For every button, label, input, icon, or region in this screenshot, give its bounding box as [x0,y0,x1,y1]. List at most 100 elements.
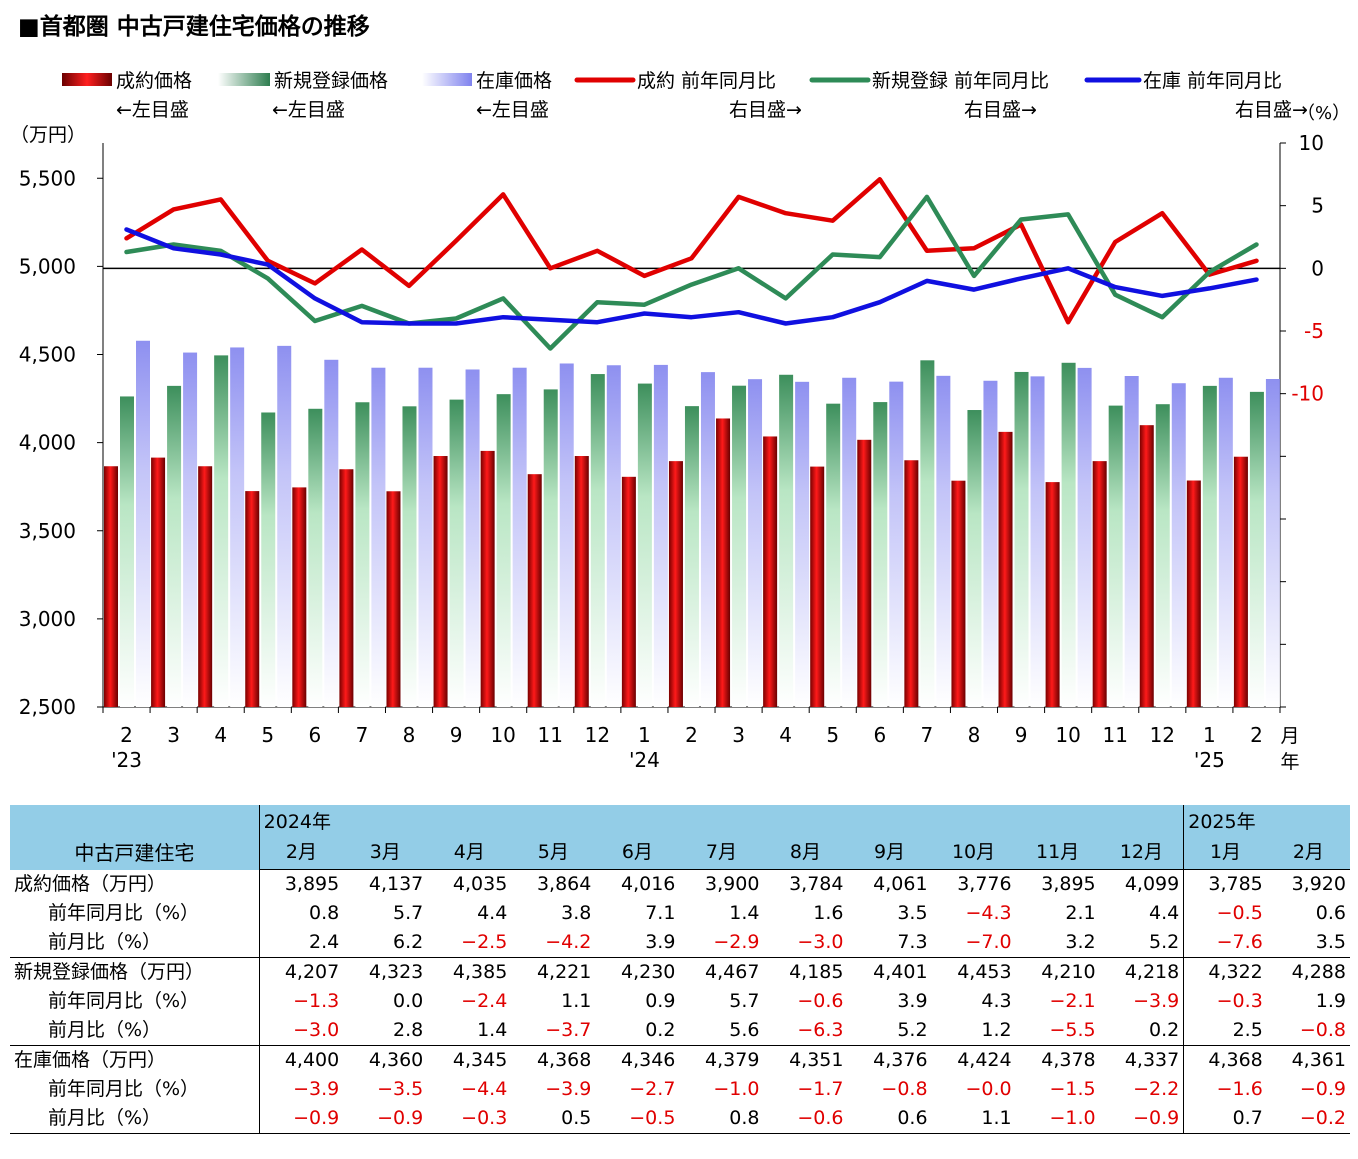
table-row: 前年同月比（%） 0.8 5.7 4.4 3.8 7.1 1.4 1.6 3.5 −4.3 2.1 4… [10,899,1350,928]
table-cell: 4,346 [595,1045,680,1075]
table-row: 前年同月比（%） −3.9 −3.5 −4.4 −3.9 −2.7 −1.0 −1.7 −0.8… [10,1075,1350,1104]
bar-seiyaku [668,461,683,707]
table-cell: 6.2 [393,931,424,953]
table-cell: 4.3 [981,990,1012,1012]
table-cell: 7.1 [645,902,676,924]
x-month-label: 12 [585,723,610,747]
bar-zaiko [136,340,150,707]
bar-shinki [120,396,134,707]
table-cell: −0.5 [595,1104,680,1134]
y-right-tick-label: -10 [1291,382,1324,406]
month-header: 6月 [595,839,680,870]
table-cell: 1.6 [813,902,844,924]
table-cell: −7.0 [965,931,1012,953]
bar-shinki [449,399,464,707]
line-series [124,177,1259,351]
table-cell: 4,207 [259,957,344,987]
month-header: 1月 [1183,839,1267,870]
x-month-label: 11 [1102,723,1127,747]
table-cell: 5.6 [729,1019,760,1041]
y-right-tick-label: -5 [1304,319,1324,343]
table-cell: 4,288 [1266,957,1350,987]
month-header: 12月 [1099,839,1184,870]
table-row: 前月比（%） 2.4 6.2 −2.5 −4.2 3.9 −2.9 −3.0 7.3 −7.0 3.… [10,928,1350,958]
legend-swatch [422,73,472,86]
x-month-label: 7 [921,723,934,747]
table-row: 前月比（%） −3.0 2.8 1.4 −3.7 0.2 5.6 −6.3 5.2 1.2 −5.5… [10,1016,1350,1046]
bar-shinki [496,394,511,707]
bar-seiyaku [998,431,1013,707]
year-2025-header: 2025年 [1183,805,1350,839]
data-table: 中古戸建住宅 2024年 2025年 2月 3月 4月 5月 6月 7月 8月 9月 10月 11… [10,805,1350,1134]
table-cell: 4,378 [1015,1045,1100,1075]
legend-axis-note: ←左目盛 [116,99,189,121]
bar-shinki [261,412,276,707]
table-cell: 1.4 [477,1019,508,1041]
table-cell: 0.9 [645,990,676,1012]
x-month-label: 6 [873,723,886,747]
table-cell: 4.4 [1149,902,1180,924]
table-cell: −3.5 [377,1078,424,1100]
table-cell: 4,016 [621,873,676,895]
row-label: 前月比（%） [10,928,260,958]
y-right-tick-label: 0 [1311,256,1324,280]
row-label: 成約価格（万円） [10,869,260,899]
table-cell: 4,137 [368,873,424,895]
table-row: 在庫価格（万円） 4,400 4,360 4,345 4,368 4,346 4,379 4,… [10,1045,1350,1075]
bar-seiyaku [1045,482,1060,707]
legend-label: 新規登録価格 [274,70,388,92]
table-cell: 4,035 [452,873,508,895]
table-cell: 4,424 [931,1045,1016,1075]
table-cell: −5.5 [1049,1019,1096,1041]
table-cell: 2.5 [1183,1016,1267,1046]
legend-label: 成約価格 [116,70,192,92]
table-cell: 3.5 [1315,931,1346,953]
bar-shinki [308,408,323,707]
table-cell: 0.6 [1315,902,1346,924]
table-cell: 4,376 [847,1045,932,1075]
table-cell: 5.7 [393,902,424,924]
table-cell: 4,345 [427,1045,512,1075]
table-cell: −4.3 [965,902,1012,924]
table-cell: 4,368 [1183,1045,1267,1075]
bar-shinki [873,402,888,707]
table-cell: 2.4 [309,931,340,953]
table-cell: 1.2 [981,1019,1012,1041]
table-cell: 0.8 [309,902,340,924]
x-month-label: 3 [167,723,180,747]
bar-seiyaku [527,474,542,707]
bar-zaiko [1030,376,1045,707]
bar-seiyaku [1233,456,1248,707]
bar-seiyaku [716,418,731,707]
x-month-label: 2 [1250,723,1263,747]
bar-shinki [967,410,982,707]
legend-label: 成約 前年同月比 [637,70,776,92]
table-cell: 3,900 [705,873,760,895]
x-month-label: 1 [1203,723,1216,747]
x-month-label: 7 [356,723,369,747]
row-label: 前月比（%） [10,1104,260,1134]
bar-shinki [1014,371,1029,707]
table-cell: 0.2 [645,1019,676,1041]
row-label: 在庫価格（万円） [10,1045,260,1075]
x-month-label: 9 [450,723,463,747]
bar-zaiko [983,380,998,707]
table-row: 新規登録価格（万円） 4,207 4,323 4,385 4,221 4,230 4,467… [10,957,1350,987]
x-month-label: 5 [826,723,839,747]
bar-zaiko [842,377,857,707]
table-cell: −3.9 [1133,990,1180,1012]
bar-zaiko [1265,378,1280,707]
x-month-label: 11 [538,723,563,747]
bar-zaiko [512,367,527,707]
table-cell: 4,185 [763,957,848,987]
y-left-unit: （万円） [10,124,86,146]
table-cell: 5.7 [729,990,760,1012]
table-cell: −1.3 [293,990,340,1012]
x-month-label: 10 [1055,723,1080,747]
table-cell: 4,323 [343,957,428,987]
table-cell: −2.5 [461,931,508,953]
table-cell: 3.9 [897,990,928,1012]
table-cell: 3.8 [561,902,592,924]
table-cell: −0.6 [797,990,844,1012]
